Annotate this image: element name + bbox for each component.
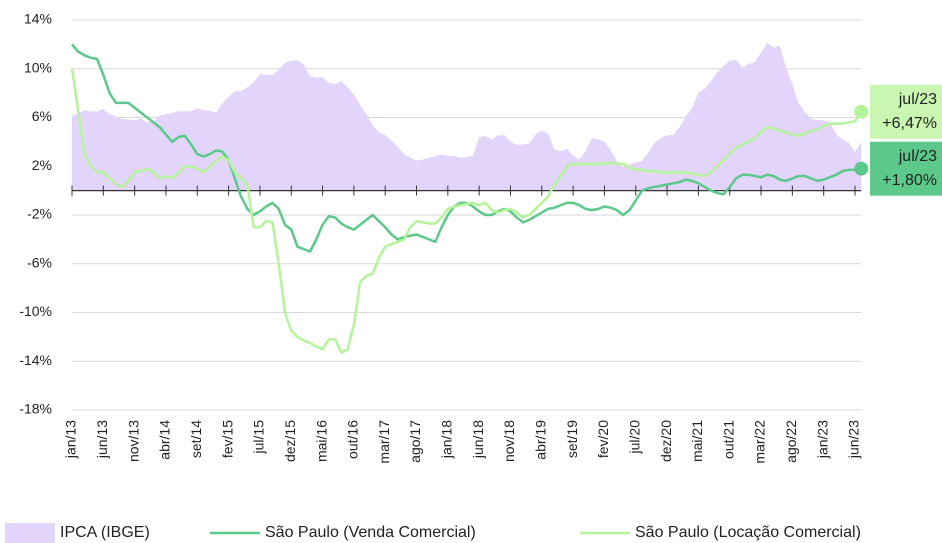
x-tick-label: abr/19	[533, 420, 549, 460]
x-tick-label: jun/18	[470, 420, 486, 459]
end-marker	[854, 161, 869, 176]
legend-label: São Paulo (Venda Comercial)	[265, 524, 476, 541]
x-tick-label: ago/17	[407, 420, 423, 463]
x-tick-label: mai/21	[689, 420, 705, 462]
x-tick-label: dez/15	[282, 420, 298, 462]
area	[72, 42, 862, 191]
x-tick-label: abr/14	[157, 420, 173, 460]
y-tick-label: -10%	[19, 303, 52, 319]
x-tick-label: jan/23	[814, 420, 830, 459]
x-tick-label: jul/20	[626, 420, 642, 455]
x-tick-label: jan/13	[63, 420, 79, 459]
y-tick-label: 10%	[24, 59, 52, 75]
x-tick-label: jul/15	[251, 420, 267, 455]
x-tick-label: mar/22	[752, 420, 768, 464]
x-tick-label: nov/13	[125, 420, 141, 462]
x-tick-label: out/16	[345, 420, 361, 459]
legend-label: IPCA (IBGE)	[60, 524, 150, 541]
end-label-date: jul/23	[898, 148, 937, 165]
y-tick-label: 2%	[32, 157, 52, 173]
x-tick-label: mar/17	[376, 420, 392, 464]
y-tick-label: -14%	[19, 352, 52, 368]
x-tick-label: jun/23	[846, 420, 862, 459]
end-label-box	[870, 84, 942, 139]
legend-swatch	[5, 523, 55, 543]
x-tick-label: fev/20	[595, 420, 611, 458]
x-tick-label: set/14	[188, 420, 204, 458]
x-tick-label: jan/18	[439, 420, 455, 459]
end-label-value: +6,47%	[882, 115, 937, 132]
y-tick-label: -18%	[19, 401, 52, 417]
x-tick-label: out/21	[720, 420, 736, 459]
end-label-date: jul/23	[898, 91, 937, 108]
end-marker	[854, 104, 869, 119]
x-tick-label: set/19	[564, 420, 580, 458]
y-tick-label: 14%	[24, 11, 52, 27]
legend: IPCA (IBGE) São Paulo (Venda Comercial) Sã…	[5, 523, 861, 543]
x-tick-label: mai/16	[313, 420, 329, 462]
x-tick-label: fev/15	[219, 420, 235, 458]
x-tick-label: dez/20	[658, 420, 674, 462]
end-label-value: +1,80%	[882, 172, 937, 189]
y-tick-label: -2%	[27, 206, 52, 222]
plot-area: 14% 10% 6% 2% -2% -6% -10% -14% -18% jan/13 jun/13…	[19, 11, 942, 464]
y-tick-label: -6%	[27, 254, 52, 270]
end-label-box	[870, 141, 942, 196]
legend-label: São Paulo (Locação Comercial)	[635, 524, 861, 541]
x-tick-label: ago/22	[783, 420, 799, 463]
x-tick-label: jun/13	[94, 420, 110, 459]
y-tick-label: 6%	[32, 108, 52, 124]
x-tick-label: nov/18	[501, 420, 517, 462]
line	[70, 68, 863, 354]
